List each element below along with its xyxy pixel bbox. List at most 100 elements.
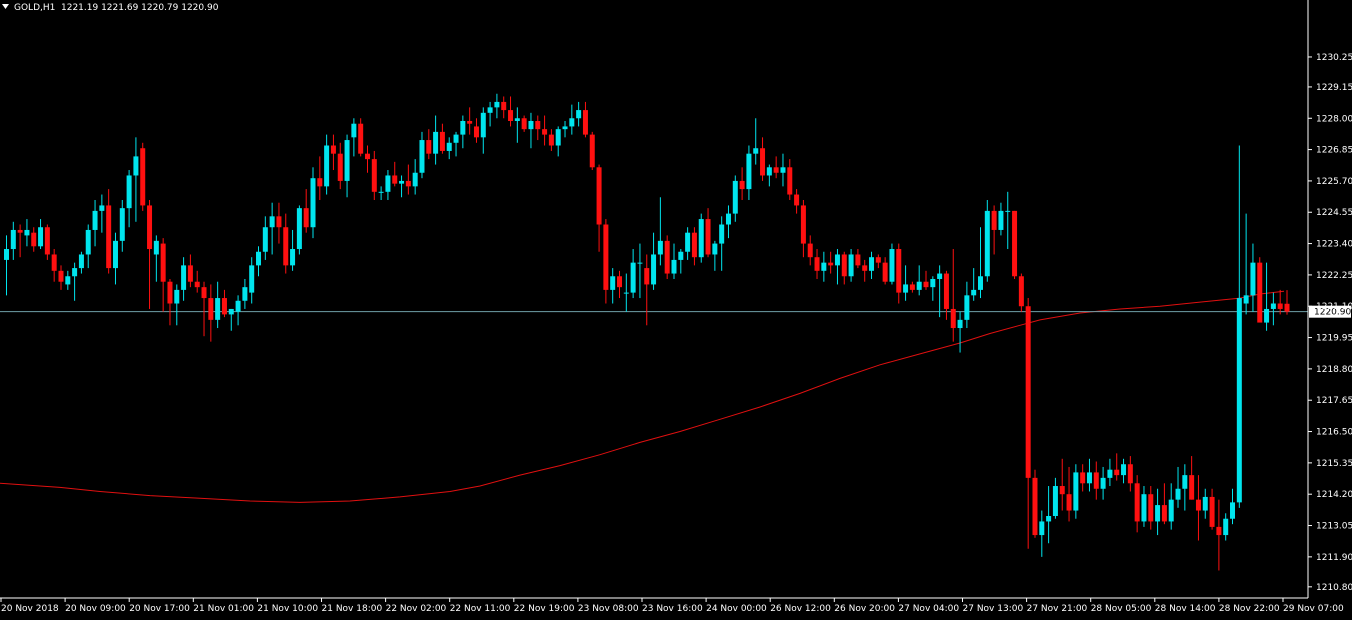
- candle-body: [371, 159, 377, 192]
- candle-body: [794, 194, 800, 206]
- time-tick-label: 24 Nov 00:00: [706, 604, 767, 614]
- candle-body: [542, 129, 548, 135]
- candle-body: [262, 227, 268, 252]
- candle-body: [303, 208, 309, 228]
- candle-body: [460, 120, 466, 135]
- time-tick-label: 20 Nov 2018: [1, 604, 59, 614]
- candle-body: [160, 243, 166, 282]
- candle-body: [419, 140, 425, 173]
- time-tick-label: 22 Nov 19:00: [514, 604, 575, 614]
- candle-body: [1182, 475, 1188, 489]
- candle-body: [657, 240, 663, 255]
- price-tick-label: 1230.25: [1316, 53, 1352, 63]
- candle-body: [610, 276, 616, 290]
- price-tick-label: 1213.05: [1316, 522, 1352, 532]
- time-axis: 20 Nov 2018 20 Nov 09:00 20 Nov 17:00 21 No…: [0, 597, 1344, 614]
- candle-body: [685, 232, 691, 252]
- price-tick-label: 1223.40: [1316, 240, 1352, 250]
- time-tick-label: 22 Nov 02:00: [386, 604, 447, 614]
- candle-body: [310, 178, 316, 228]
- candle-body: [834, 254, 840, 266]
- symbol-label: GOLD,H1: [14, 3, 55, 13]
- candle-body: [862, 265, 868, 271]
- candle-body: [65, 276, 71, 285]
- time-tick-label: 21 Nov 01:00: [193, 604, 254, 614]
- candle-body: [112, 240, 118, 269]
- candle-body: [739, 180, 745, 190]
- candle-body: [651, 254, 657, 285]
- candle-body: [521, 118, 527, 130]
- candle-body: [644, 268, 650, 285]
- candle-body: [378, 191, 384, 193]
- candle-body: [480, 112, 486, 138]
- price-tick-label: 1218.80: [1316, 365, 1352, 375]
- candle-body: [950, 308, 956, 329]
- candle-body: [167, 281, 173, 304]
- candle-body: [1086, 472, 1092, 484]
- candle-body: [439, 131, 445, 151]
- candle-body: [508, 110, 514, 121]
- candle-body: [4, 249, 9, 260]
- candle-body: [1100, 477, 1106, 489]
- candle-body: [923, 281, 929, 288]
- candle-body: [807, 243, 813, 258]
- candle-body: [85, 229, 91, 255]
- candle-body: [1230, 502, 1236, 519]
- price-tick-label: 1226.85: [1316, 146, 1352, 156]
- price-tick-label: 1217.65: [1316, 396, 1352, 406]
- candle-body: [664, 240, 670, 274]
- candle-body: [1107, 469, 1113, 478]
- price-tick-label: 1229.15: [1316, 83, 1352, 93]
- candle-body: [276, 216, 282, 228]
- candle-body: [1141, 494, 1147, 522]
- candle-body: [187, 265, 193, 282]
- candle-body: [535, 120, 541, 130]
- candle-body: [72, 268, 78, 277]
- candle-body: [787, 167, 793, 195]
- candle-body: [38, 227, 44, 247]
- candle-body: [1243, 295, 1249, 304]
- candle-body: [215, 298, 221, 320]
- candle-body: [821, 262, 827, 271]
- candle-body: [290, 249, 296, 266]
- candle-body: [119, 208, 125, 241]
- price-tick-label: 1228.00: [1316, 114, 1352, 124]
- price-tick-label: 1216.50: [1316, 428, 1352, 438]
- candle-body: [998, 210, 1004, 230]
- candle-body: [1189, 475, 1195, 500]
- time-tick-label: 22 Nov 11:00: [450, 604, 511, 614]
- time-tick-label: 28 Nov 14:00: [1155, 604, 1216, 614]
- time-tick-label: 21 Nov 10:00: [257, 604, 318, 614]
- candle-body: [562, 126, 568, 130]
- candle-body: [31, 232, 37, 247]
- candle-body: [725, 213, 731, 225]
- candle-body: [780, 167, 786, 173]
- candle-body: [317, 178, 323, 187]
- candle-body: [671, 259, 677, 274]
- time-tick-label: 28 Nov 22:00: [1219, 604, 1280, 614]
- candle-body: [889, 249, 895, 282]
- candle-body: [1127, 464, 1133, 484]
- candle-body: [1161, 505, 1167, 522]
- candle-body: [582, 110, 588, 135]
- candle-body: [337, 153, 343, 181]
- chart-header: GOLD,H1 1221.19 1221.69 1220.79 1220.90: [2, 3, 219, 13]
- candle-body: [358, 123, 364, 154]
- candle-body: [330, 145, 336, 154]
- candle-body: [392, 175, 398, 184]
- candle-body: [1270, 303, 1276, 309]
- candle-body: [855, 254, 861, 266]
- time-tick-label: 20 Nov 09:00: [65, 604, 126, 614]
- collapse-triangle-icon[interactable]: [2, 4, 9, 9]
- candle-body: [1264, 308, 1270, 323]
- candle-body: [194, 281, 200, 288]
- candle-body: [828, 262, 834, 266]
- candle-body: [637, 262, 643, 264]
- candle-body: [514, 118, 520, 121]
- candle-body: [909, 284, 915, 290]
- candle-body: [576, 110, 582, 119]
- candles-group: [4, 93, 1290, 571]
- candle-body: [133, 156, 139, 176]
- time-tick-label: 27 Nov 13:00: [963, 604, 1024, 614]
